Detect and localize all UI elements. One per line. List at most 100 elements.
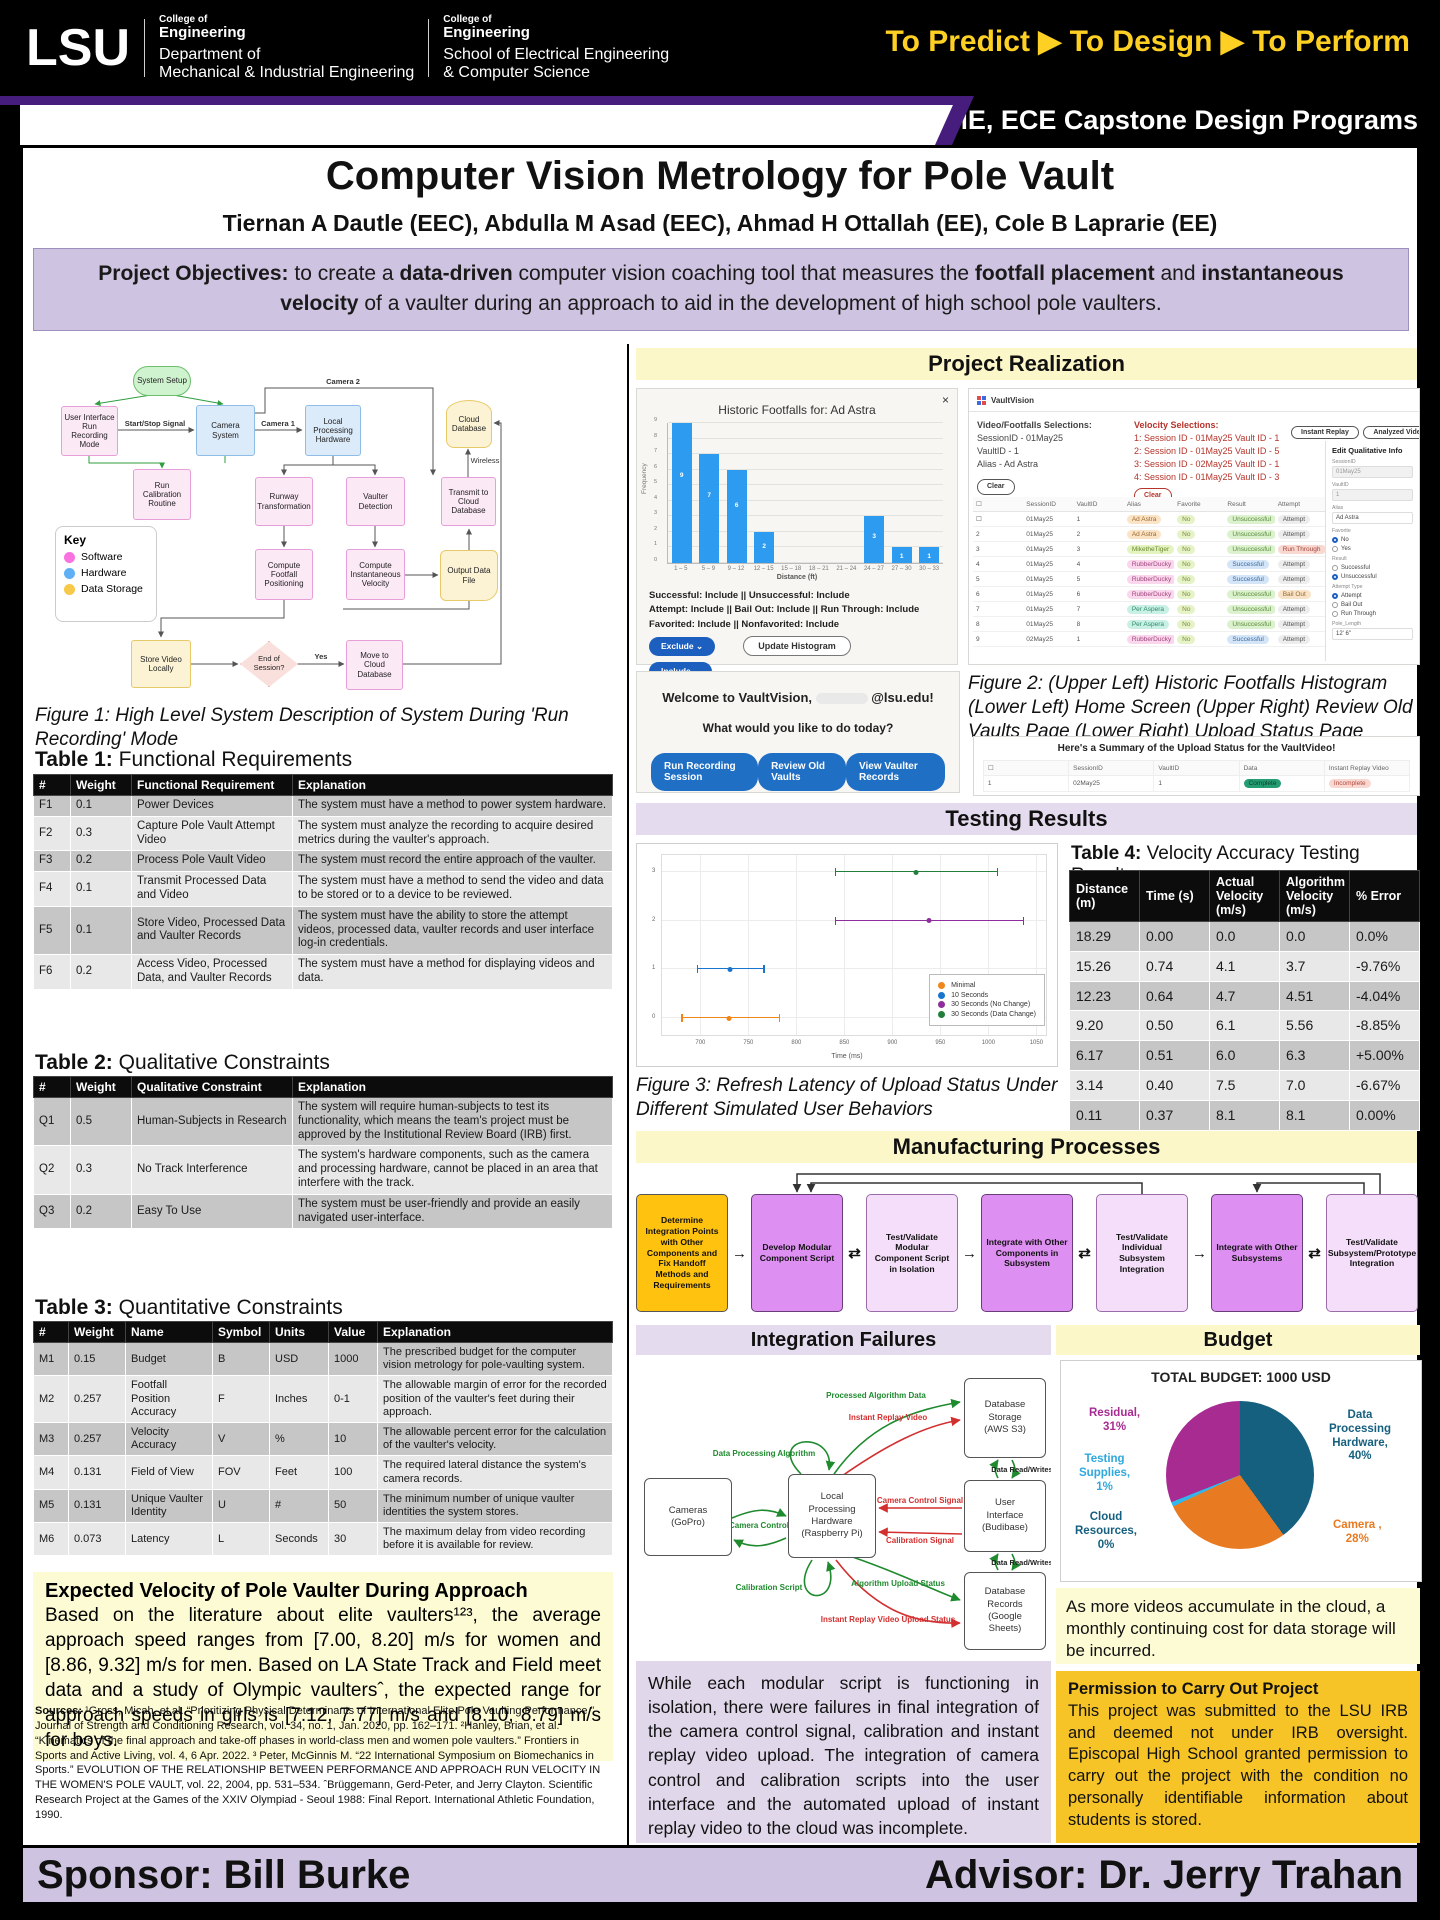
pie-label-testing: Testing Supplies, 1% xyxy=(1079,1453,1131,1493)
figure1-caption: Figure 1: High Level System Description … xyxy=(35,705,569,750)
flow-node-cloud-database: Cloud Database xyxy=(446,400,492,448)
functional-requirements-table: # Weight Functional Requirement Explanation… xyxy=(33,774,613,990)
table2-title: Table 2: Qualitative Constraints xyxy=(35,1051,330,1074)
radio-option[interactable]: Successful xyxy=(1332,565,1413,571)
table-row[interactable]: 8 01May25 8 Per Aspera No Unsuccessful Attempt xyxy=(973,616,1325,632)
svg-text:Data Read/Writes: Data Read/Writes xyxy=(991,1558,1051,1567)
histogram-bar: 6 xyxy=(726,469,747,563)
node-budibase: User Interface (Budibase) xyxy=(964,1480,1046,1552)
histogram-bar: 1 xyxy=(891,547,912,563)
table1-title: Table 1: Functional Requirements xyxy=(35,748,353,771)
table-row[interactable]: 2 01May25 2 Ad Astra No Unsuccessful Attempt xyxy=(973,526,1325,542)
upload-status-table: ☐ SessionID VaultID Data Instant Replay Vide… xyxy=(982,760,1411,792)
manufacturing-step: Test/Validate Modular Component Script i… xyxy=(866,1194,958,1312)
column-header: Time (s) xyxy=(1139,870,1210,922)
radio-option[interactable]: Bail Out xyxy=(1332,602,1413,608)
column-header: VaultID xyxy=(1153,760,1240,776)
close-icon[interactable]: × xyxy=(941,393,949,407)
flow-node-system-setup: System Setup xyxy=(133,366,191,396)
table-row[interactable]: 4 01May25 4 RubberDucky No Successful Attempt xyxy=(973,556,1325,572)
project-objectives: Project Objectives: to create a data-dri… xyxy=(33,248,1409,331)
table-row[interactable]: 6 01May25 6 RubberDucky No Unsuccessful Bail O… xyxy=(973,586,1325,602)
flow-node-ui-run: User Interface Run Recording Mode xyxy=(61,406,118,456)
table-row: 3.14 0.40 7.5 7.0 -6.67% xyxy=(1069,1069,1420,1101)
errorbar-series xyxy=(696,965,765,974)
view-vaulter-records-button[interactable]: View Vaulter Records xyxy=(846,753,945,791)
poster-body: Computer Vision Metrology for Pole Vault… xyxy=(20,145,1422,1905)
radio-option[interactable]: Run Through xyxy=(1332,611,1413,617)
table-row[interactable]: 7 01May25 7 Per Aspera No Unsuccessful Attempt xyxy=(973,601,1325,617)
clear-selections-button[interactable]: Clear xyxy=(977,479,1015,496)
table-row: F3 0.2 Process Pole Vault Video The system … xyxy=(33,850,613,873)
svg-text:Start/Stop Signal: Start/Stop Signal xyxy=(125,419,185,428)
column-header: Favorite xyxy=(1174,497,1225,512)
flow-node-compute-footfall: Compute Footfall Positioning xyxy=(255,549,313,600)
budget-chart-panel: TOTAL BUDGET: 1000 USD Data Processing H… xyxy=(1060,1360,1422,1582)
arrow-icon: → xyxy=(962,1244,977,1262)
flow-node-camera-system: Camera System xyxy=(196,405,255,456)
radio-option[interactable]: Yes xyxy=(1332,546,1413,552)
flow-node-local-processing: Local Processing Hardware xyxy=(305,405,361,456)
svg-text:Yes: Yes xyxy=(315,652,328,661)
sources-paragraph: Sources: ¹Gross, Micah, et al. “Prioriti… xyxy=(35,1705,601,1821)
vault-records-table[interactable]: ☐ SessionID VaultID Alias Favorite Result Atte… xyxy=(973,497,1325,647)
integration-failures-diagram: Processed Algorithm Data Instant Replay … xyxy=(636,1360,1051,1653)
table-row: M4 0.131 Field of View FOV Feet 100 The requir… xyxy=(33,1455,613,1490)
histogram-bar: 7 xyxy=(699,454,720,563)
pole-length-field[interactable]: 12' 6" xyxy=(1332,628,1413,640)
histogram-bar: 9 xyxy=(671,423,692,563)
radio-option[interactable]: Attempt xyxy=(1332,593,1413,599)
column-header: Attempt xyxy=(1274,497,1325,512)
latency-errorbar-plot: 700 750 800 850 900 950 1000 1050 0 1 2 3 xyxy=(652,854,1047,1046)
histogram-bar: 2 xyxy=(754,531,775,563)
svg-text:Processed Algorithm Data: Processed Algorithm Data xyxy=(826,1391,926,1400)
errorbar-series xyxy=(834,868,998,877)
instant-replay-button[interactable]: Instant Replay xyxy=(1291,426,1359,439)
arrow-icon: → xyxy=(732,1244,747,1262)
figure2-caption: Figure 2: (Upper Left) Historic Footfall… xyxy=(968,673,1413,742)
svg-text:Instant Replay Video Upload St: Instant Replay Video Upload Status xyxy=(821,1615,956,1624)
analyzed-video-button[interactable]: Analyzed Video xyxy=(1363,426,1419,439)
column-header: Distance (m) xyxy=(1069,870,1140,922)
column-header: Value xyxy=(328,1321,378,1343)
run-recording-session-button[interactable]: Run Recording Session xyxy=(651,753,759,791)
radio-option[interactable]: No xyxy=(1332,537,1413,543)
update-histogram-button[interactable]: Update Histogram xyxy=(743,636,851,656)
table-row: F2 0.3 Capture Pole Vault Attempt Video The… xyxy=(33,815,613,852)
edit-qualitative-info-panel: Edit Qualitative Info SessionID 01May25 Vau… xyxy=(1325,441,1419,661)
exclude-button[interactable]: Exclude ⌄ xyxy=(649,636,716,656)
manufacturing-step: Test/Validate Individual Subsystem Integ… xyxy=(1096,1194,1188,1312)
table-row: Q1 0.5 Human-Subjects in Research The syste… xyxy=(33,1096,613,1147)
sponsor-credit: Sponsor: Bill Burke xyxy=(37,1852,411,1897)
radio-option[interactable]: Unsuccessful xyxy=(1332,574,1413,580)
college-ece: College of Engineering School of Electri… xyxy=(443,14,670,81)
flow-node-compute-velocity: Compute Instantaneous Velocity xyxy=(346,549,405,600)
quantitative-constraints-table: # Weight Name Symbol Units Value Explanation M1… xyxy=(33,1321,613,1557)
figure1-arrows: Start/Stop Signal Camera 1 Camera 2 Wire… xyxy=(88,377,502,667)
flow-node-transmit-cloud: Transmit to Cloud Database xyxy=(441,477,496,526)
manufacturing-step: Integrate with Other Components in Subsy… xyxy=(981,1194,1073,1312)
pie-label-camera: Camera , 28% xyxy=(1333,1519,1382,1545)
review-old-vaults-button[interactable]: Review Old Vaults xyxy=(758,753,847,791)
manufacturing-step: Integrate with Other Subsystems xyxy=(1211,1194,1303,1312)
program-name: ME, ECE Capstone Design Programs xyxy=(952,96,1440,145)
edit-field[interactable]: 01May25 xyxy=(1332,466,1413,478)
integration-failures-banner: Integration Failures xyxy=(636,1325,1051,1355)
manufacturing-step: Develop Modular Component Script xyxy=(751,1194,843,1312)
table-row[interactable]: ☐ 01May25 1 Ad Astra No Unsuccessful Attempt xyxy=(973,511,1325,527)
edit-field[interactable]: 1 xyxy=(1332,489,1413,501)
table-row[interactable]: 5 01May25 5 RubberDucky No Successful Attempt xyxy=(973,571,1325,587)
table-row: 6.17 0.51 6.0 6.3 +5.00% xyxy=(1069,1040,1420,1071)
motto-tagline: To Predict ▶ To Design ▶ To Perform xyxy=(885,25,1410,58)
edit-field[interactable]: Ad Astra xyxy=(1332,512,1413,524)
column-header: Units xyxy=(269,1321,329,1343)
histogram-xlabel: Distance (ft) xyxy=(776,574,818,581)
table-row[interactable]: 1 02May25 1 Complete Incomplete xyxy=(982,775,1411,792)
flow-node-run-calibration: Run Calibration Routine xyxy=(133,469,191,520)
table-row[interactable]: 9 02May25 1 RubberDucky No Successful Attempt xyxy=(973,631,1325,647)
table-row[interactable]: 3 01May25 3 MiketheTiger No Unsuccessful Run T… xyxy=(973,541,1325,557)
column-header: SessionID xyxy=(1068,760,1155,776)
home-screen-panel: Welcome to VaultVision, @lsu.edu! What w… xyxy=(636,671,960,793)
